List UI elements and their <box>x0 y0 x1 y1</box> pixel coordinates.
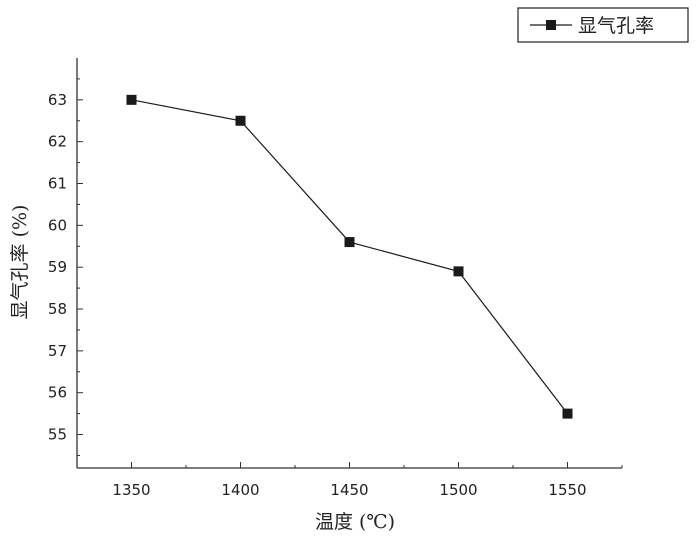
y-tick-label: 57 <box>48 342 67 360</box>
x-tick-label: 1450 <box>330 481 368 499</box>
x-tick-label: 1350 <box>112 481 150 499</box>
legend-label: 显气孔率 <box>578 15 654 37</box>
x-tick-label: 1550 <box>548 481 586 499</box>
x-axis-title: 温度 (℃) <box>315 511 395 533</box>
legend: 显气孔率 <box>517 7 689 43</box>
x-tick-label: 1400 <box>221 481 259 499</box>
y-tick-label: 58 <box>48 300 67 318</box>
data-point-marker <box>126 94 137 105</box>
axes <box>76 58 622 469</box>
y-ticks: 55 56 57 58 59 60 61 62 63 <box>48 78 83 456</box>
x-ticks: 1350 1400 1450 1500 1550 <box>76 462 623 499</box>
y-tick-label: 63 <box>48 91 67 109</box>
data-point-marker <box>344 237 355 248</box>
data-point-marker <box>453 266 464 277</box>
y-tick-label: 62 <box>48 133 67 151</box>
y-axis-title: 显气孔率 (%) <box>9 205 31 320</box>
legend-marker-swatch <box>546 20 556 30</box>
y-tick-label: 55 <box>48 426 67 444</box>
y-tick-label: 59 <box>48 258 67 276</box>
series-line <box>131 99 568 414</box>
y-tick-label: 61 <box>48 175 67 193</box>
y-tick-label: 56 <box>48 384 67 402</box>
data-point-marker <box>562 408 573 419</box>
data-point-marker <box>235 115 246 126</box>
y-tick-label: 60 <box>48 216 67 234</box>
series-group <box>126 94 573 419</box>
x-tick-label: 1500 <box>439 481 477 499</box>
